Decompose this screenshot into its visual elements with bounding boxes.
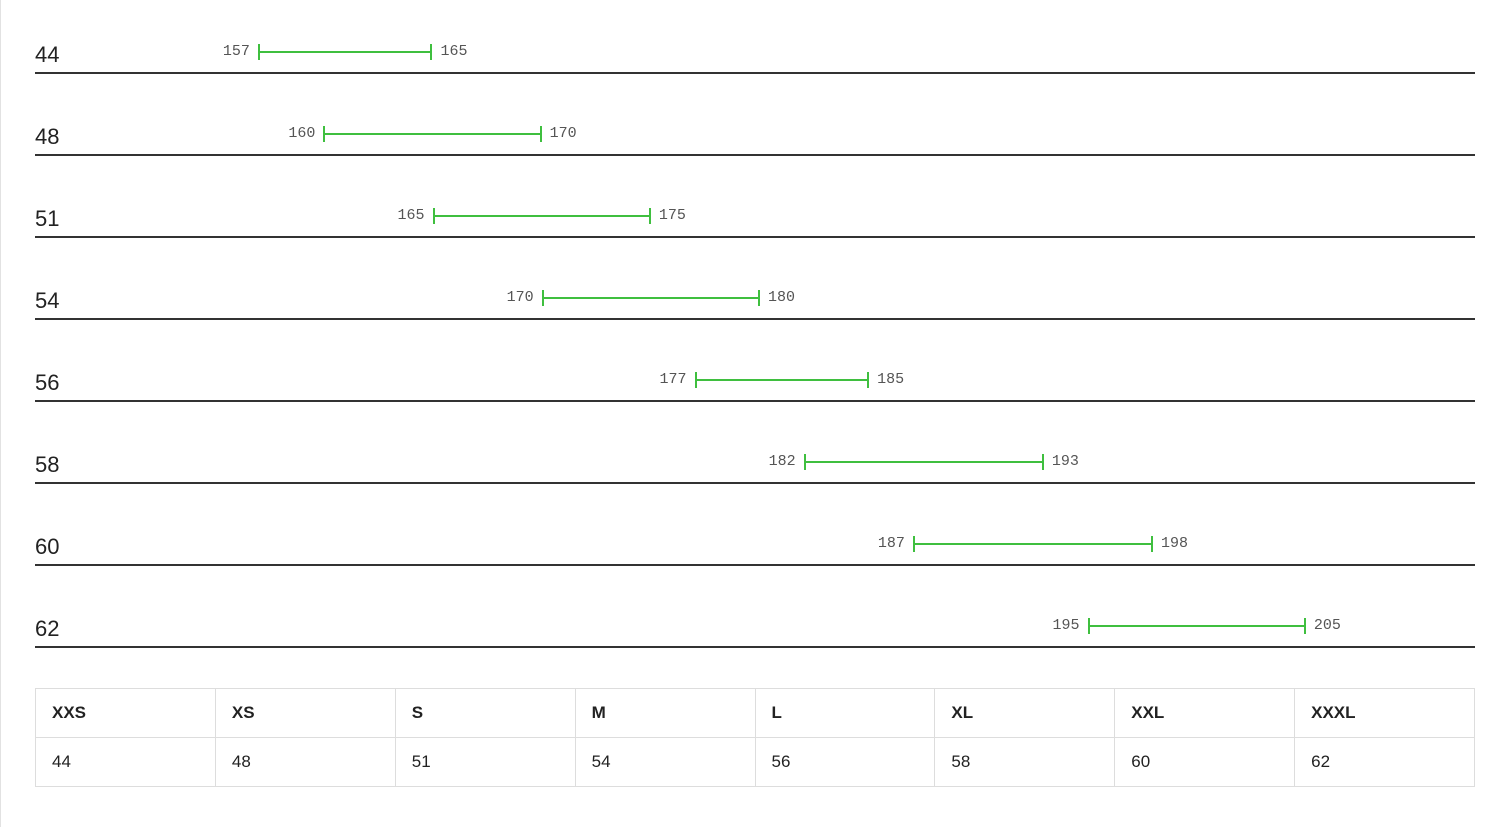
range-cap-start <box>323 126 325 142</box>
range-cap-start <box>1088 618 1090 634</box>
range-track: 157 165 <box>35 44 1475 60</box>
range-bar: 170180 <box>542 290 760 306</box>
size-cell: 44 <box>36 738 216 787</box>
range-max-label: 185 <box>869 372 904 388</box>
size-cell: 51 <box>395 738 575 787</box>
range-track: 160 170 <box>35 126 1475 142</box>
size-column-header: XS <box>215 689 395 738</box>
range-chart: 4415716548160170511651755417018056177185… <box>35 32 1475 648</box>
range-cap-start <box>695 372 697 388</box>
range-line <box>258 51 433 53</box>
range-max-label: 193 <box>1044 454 1079 470</box>
size-column-header: XXL <box>1115 689 1295 738</box>
range-row: 56177185 <box>35 360 1475 402</box>
range-bar: 182193 <box>804 454 1044 470</box>
range-row: 54170180 <box>35 278 1475 320</box>
range-cap-start <box>433 208 435 224</box>
size-cell: 58 <box>935 738 1115 787</box>
size-cell: 48 <box>215 738 395 787</box>
range-max-label: 180 <box>760 290 795 306</box>
range-line <box>695 379 870 381</box>
range-line <box>433 215 651 217</box>
range-cap-start <box>804 454 806 470</box>
range-cap-start <box>913 536 915 552</box>
size-column-header: XXS <box>36 689 216 738</box>
range-min-label: 195 <box>1052 618 1087 634</box>
size-cell: 62 <box>1295 738 1475 787</box>
range-row: 51165175 <box>35 196 1475 238</box>
range-track: 182 193 <box>35 454 1475 470</box>
range-min-label: 182 <box>769 454 804 470</box>
range-row: 58182193 <box>35 442 1475 484</box>
size-cell: 56 <box>755 738 935 787</box>
range-row: 60187198 <box>35 524 1475 566</box>
size-column-header: M <box>575 689 755 738</box>
size-mapping-table: XXSXSSMLXLXXLXXXL 4448515456586062 <box>35 688 1475 787</box>
range-track: 187 198 <box>35 536 1475 552</box>
range-line <box>1088 625 1306 627</box>
range-bar: 177185 <box>695 372 870 388</box>
range-min-label: 157 <box>223 44 258 60</box>
range-min-label: 177 <box>659 372 694 388</box>
range-min-label: 170 <box>507 290 542 306</box>
range-bar: 165175 <box>433 208 651 224</box>
range-bar: 195205 <box>1088 618 1306 634</box>
size-column-header: S <box>395 689 575 738</box>
size-column-header: L <box>755 689 935 738</box>
range-min-label: 187 <box>878 536 913 552</box>
range-min-label: 165 <box>397 208 432 224</box>
range-max-label: 198 <box>1153 536 1188 552</box>
size-chart-page: 44 157 165 48 160 170 51 165 175 54 170 180 56 177 185… <box>0 0 1509 827</box>
range-max-label: 175 <box>651 208 686 224</box>
range-line <box>323 133 541 135</box>
range-min-label: 160 <box>288 126 323 142</box>
range-cap-start <box>542 290 544 306</box>
range-bar: 160170 <box>323 126 541 142</box>
range-track: 165 175 <box>35 208 1475 224</box>
size-cell: 54 <box>575 738 755 787</box>
range-cap-start <box>258 44 260 60</box>
range-max-label: 165 <box>432 44 467 60</box>
range-row: 48160170 <box>35 114 1475 156</box>
range-row: 62195205 <box>35 606 1475 648</box>
range-max-label: 170 <box>542 126 577 142</box>
range-line <box>542 297 760 299</box>
size-cell: 60 <box>1115 738 1295 787</box>
range-track: 170 180 <box>35 290 1475 306</box>
range-track: 195 205 <box>35 618 1475 634</box>
size-column-header: XXXL <box>1295 689 1475 738</box>
range-bar: 187198 <box>913 536 1153 552</box>
range-line <box>804 461 1044 463</box>
size-column-header: XL <box>935 689 1115 738</box>
range-bar: 157165 <box>258 44 433 60</box>
range-track: 177 185 <box>35 372 1475 388</box>
range-row: 44157165 <box>35 32 1475 74</box>
range-max-label: 205 <box>1306 618 1341 634</box>
table-row: 4448515456586062 <box>36 738 1475 787</box>
range-line <box>913 543 1153 545</box>
